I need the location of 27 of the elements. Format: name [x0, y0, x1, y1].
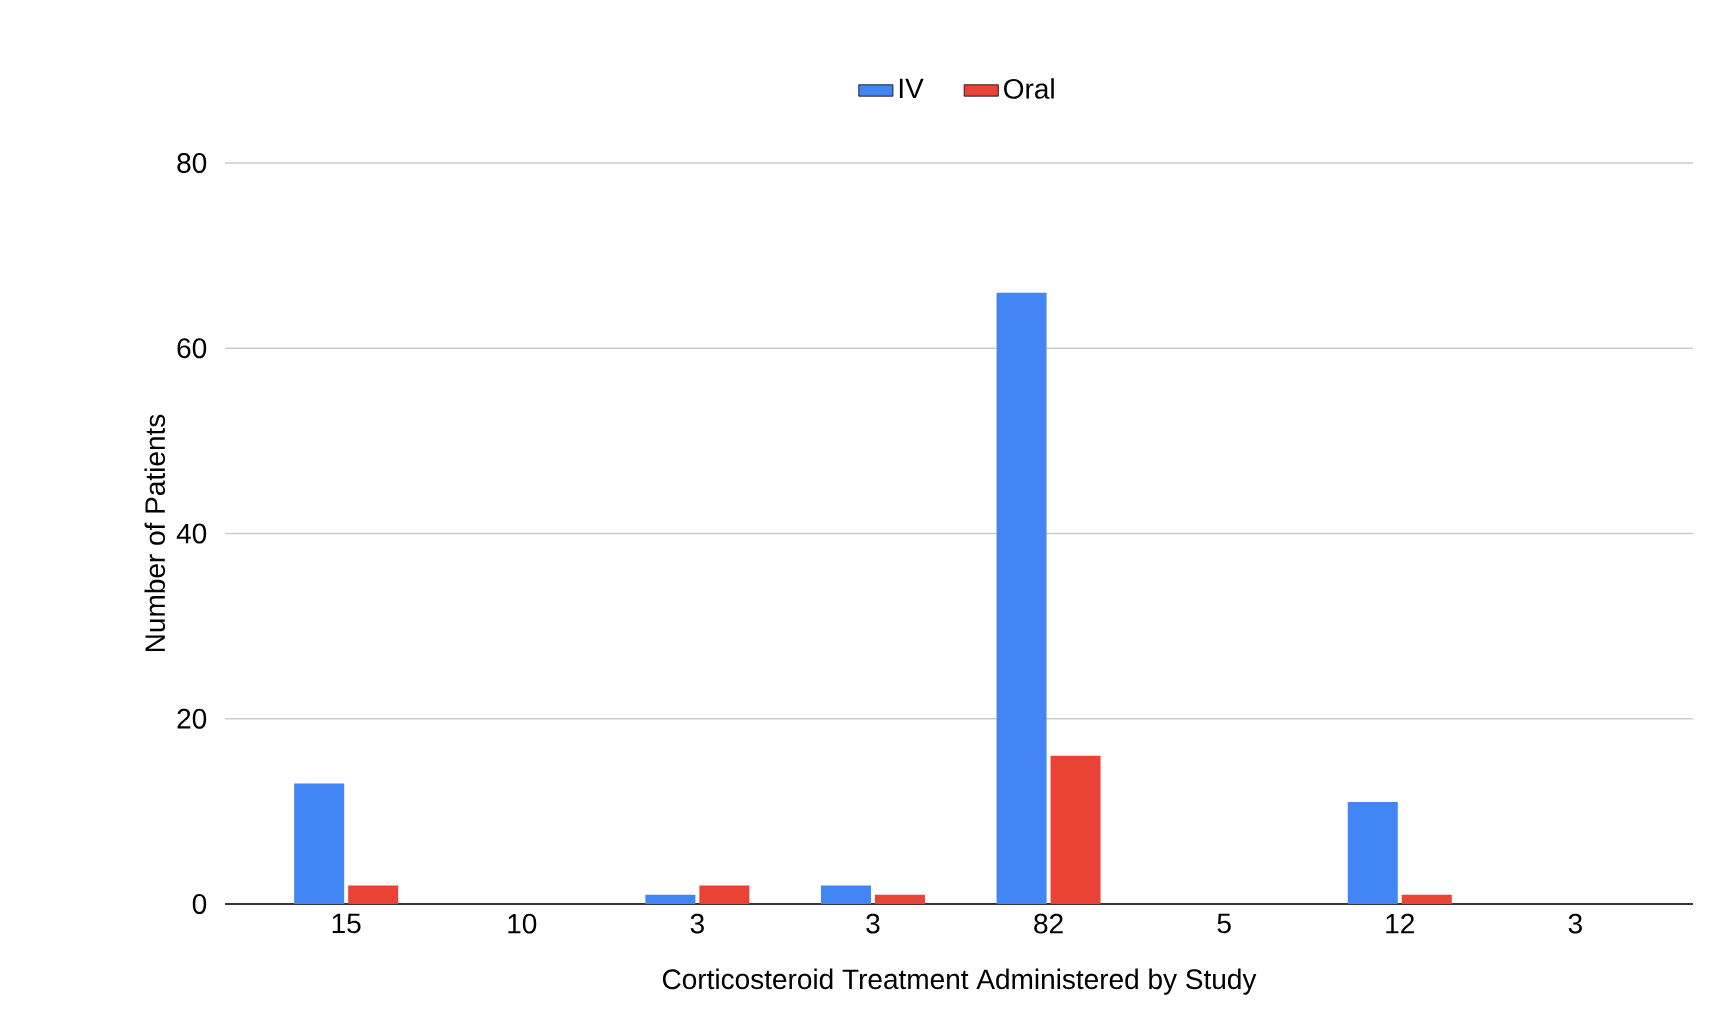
bar	[874, 894, 925, 904]
bar	[1347, 802, 1398, 904]
y-tick-label: 40	[176, 523, 207, 544]
x-tick-label: 10	[508, 913, 537, 934]
x-axis-title: Corticosteroid Treatment Administered by Study	[662, 968, 1257, 995]
y-tick-label: 0	[192, 894, 207, 914]
x-tick-label: 15	[332, 913, 361, 934]
x-tick-label: 5	[1217, 913, 1231, 934]
bar	[1401, 894, 1452, 904]
bar	[348, 885, 399, 904]
bar	[645, 894, 696, 904]
y-tick-label: 80	[177, 153, 207, 173]
x-tick-label: 3	[1568, 913, 1582, 934]
x-tick-label: 82	[1034, 913, 1063, 934]
bar	[820, 885, 871, 904]
y-tick-label: 20	[177, 708, 207, 729]
legend-label: IV	[899, 78, 924, 99]
bar	[294, 783, 345, 904]
bar	[1050, 755, 1101, 904]
y-axis-title: Number of Patients	[144, 414, 166, 652]
bar	[699, 885, 750, 904]
x-tick-label: 12	[1386, 913, 1414, 934]
x-tick-label: 3	[866, 913, 880, 934]
legend-label: Oral	[1004, 78, 1054, 99]
bar	[996, 292, 1047, 904]
x-tick-label: 3	[690, 913, 704, 934]
y-tick-label: 60	[177, 338, 207, 359]
